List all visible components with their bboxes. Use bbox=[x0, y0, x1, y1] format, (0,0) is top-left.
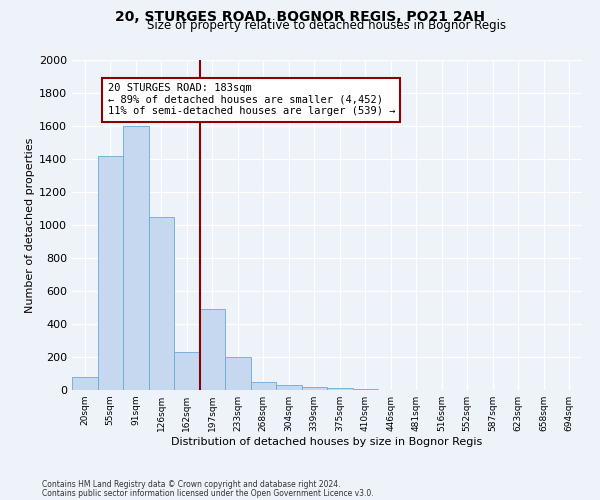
Text: 20, STURGES ROAD, BOGNOR REGIS, PO21 2AH: 20, STURGES ROAD, BOGNOR REGIS, PO21 2AH bbox=[115, 10, 485, 24]
Bar bbox=[149, 217, 174, 390]
Text: Contains public sector information licensed under the Open Government Licence v3: Contains public sector information licen… bbox=[42, 488, 374, 498]
Bar bbox=[353, 389, 378, 390]
Bar bbox=[251, 382, 276, 390]
Bar bbox=[327, 388, 353, 390]
Text: 20 STURGES ROAD: 183sqm
← 89% of detached houses are smaller (4,452)
11% of semi: 20 STURGES ROAD: 183sqm ← 89% of detache… bbox=[108, 83, 395, 116]
Y-axis label: Number of detached properties: Number of detached properties bbox=[25, 138, 35, 312]
Bar bbox=[174, 352, 199, 390]
Bar bbox=[97, 156, 123, 390]
Text: Contains HM Land Registry data © Crown copyright and database right 2024.: Contains HM Land Registry data © Crown c… bbox=[42, 480, 341, 489]
Bar bbox=[123, 126, 149, 390]
X-axis label: Distribution of detached houses by size in Bognor Regis: Distribution of detached houses by size … bbox=[172, 437, 482, 447]
Title: Size of property relative to detached houses in Bognor Regis: Size of property relative to detached ho… bbox=[148, 20, 506, 32]
Bar bbox=[302, 386, 327, 390]
Bar bbox=[276, 385, 302, 390]
Bar bbox=[72, 377, 97, 390]
Bar bbox=[199, 309, 225, 390]
Bar bbox=[225, 357, 251, 390]
